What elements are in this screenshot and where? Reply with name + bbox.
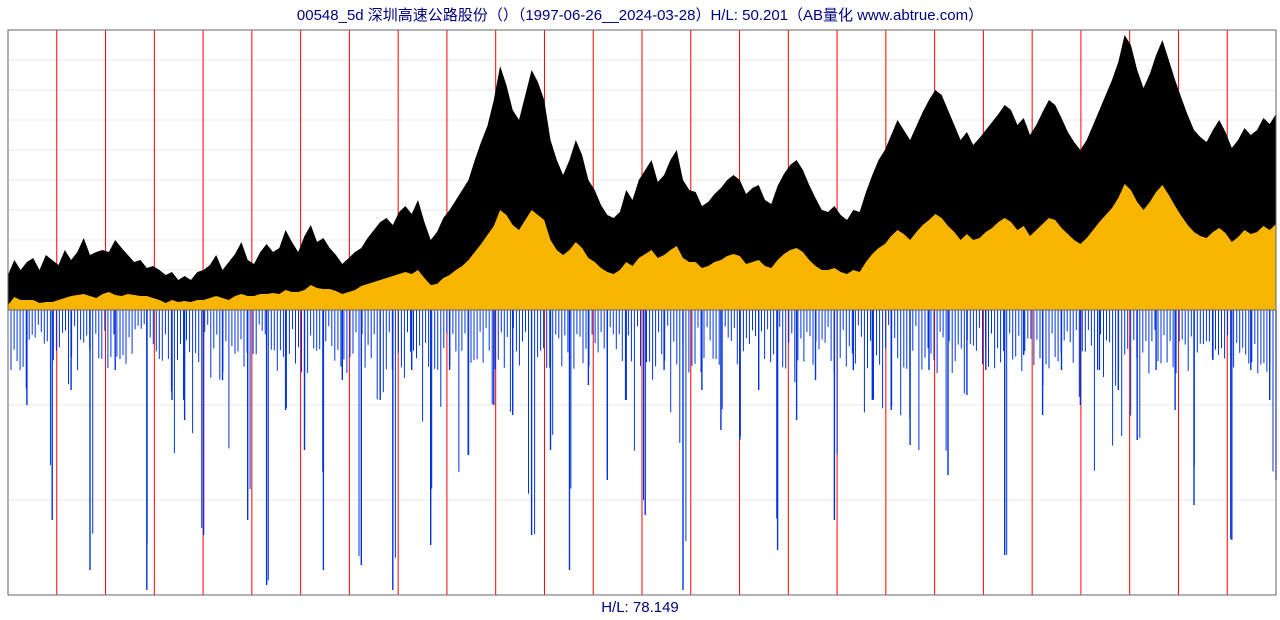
chart-title: 00548_5d 深圳高速公路股份（）（1997-06-26__2024-03-… (0, 4, 1280, 25)
bottom-label: H/L: 78.149 (0, 599, 1280, 616)
price-volume-chart (0, 0, 1280, 620)
